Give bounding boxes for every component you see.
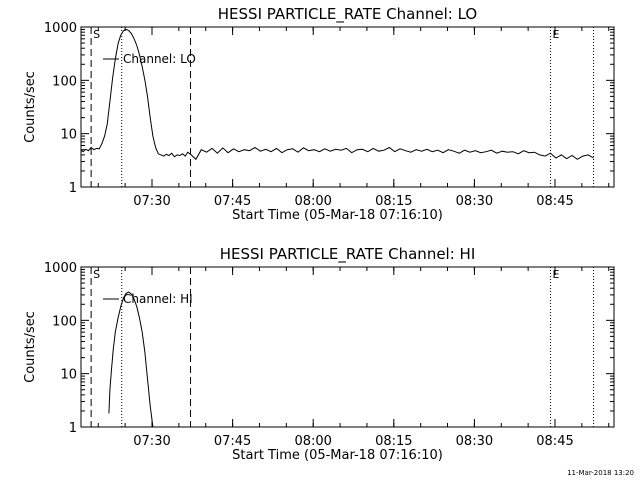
x-tick-label: 08:30 xyxy=(456,434,493,449)
marker-E: E xyxy=(553,268,560,281)
y-tick-label: 1000 xyxy=(44,21,77,36)
x-tick-label: 08:45 xyxy=(536,434,573,449)
legend-label: Channel: HI xyxy=(123,292,193,306)
x-tick-label: 07:45 xyxy=(214,434,251,449)
x-axis-label: Start Time (05-Mar-18 07:16:10) xyxy=(232,448,443,463)
chart-title: HESSI PARTICLE_RATE Channel: LO xyxy=(218,5,477,24)
x-tick-label: 08:15 xyxy=(375,434,412,449)
y-tick-label: 100 xyxy=(52,74,77,89)
chart-panel-2: HESSI PARTICLE_RATE Channel: HI 1 10 100 100… xyxy=(23,245,615,463)
y-tick-label: 1 xyxy=(69,181,77,196)
marker-E: E xyxy=(553,28,560,41)
plot-frame xyxy=(80,266,615,428)
chart-title: HESSI PARTICLE_RATE Channel: HI xyxy=(220,245,476,264)
series-line xyxy=(81,28,594,161)
y-tick-label: 1000 xyxy=(44,261,77,276)
series-line xyxy=(108,291,154,427)
legend-label: Channel: LO xyxy=(123,52,196,66)
x-tick-label: 07:30 xyxy=(133,194,170,209)
x-tick-label: 08:45 xyxy=(536,194,573,209)
y-axis-label: Counts/sec xyxy=(23,311,38,383)
x-tick-label: 08:00 xyxy=(294,434,331,449)
y-tick-label: 10 xyxy=(60,368,77,383)
x-tick-label: 08:00 xyxy=(294,194,331,209)
footer-timestamp: 11-Mar-2018 13:20 xyxy=(567,469,634,477)
marker-S: S xyxy=(93,268,100,281)
plot-frame xyxy=(80,26,615,188)
y-axis-label: Counts/sec xyxy=(23,71,38,143)
x-tick-label: 07:30 xyxy=(133,434,170,449)
y-tick-label: 10 xyxy=(60,128,77,143)
x-tick-label: 08:15 xyxy=(375,194,412,209)
x-tick-label: 07:45 xyxy=(214,194,251,209)
x-axis-label: Start Time (05-Mar-18 07:16:10) xyxy=(232,208,443,223)
marker-S: S xyxy=(93,28,100,41)
chart-panel-1: HESSI PARTICLE_RATE Channel: LO 1 10 100 100… xyxy=(23,5,615,223)
x-tick-label: 08:30 xyxy=(456,194,493,209)
y-tick-label: 1 xyxy=(69,421,77,436)
y-tick-label: 100 xyxy=(52,314,77,329)
